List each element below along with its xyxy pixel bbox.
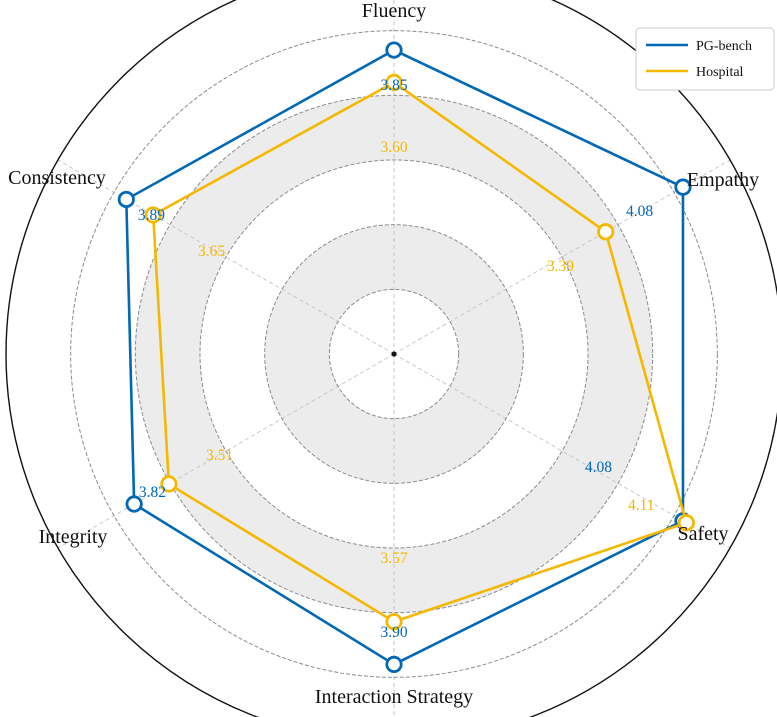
legend-label-hospital: Hospital <box>696 65 744 80</box>
grid-ring-4 <box>134 94 654 614</box>
axis-label-consistency: Consistency <box>8 167 106 189</box>
value-label-hospital-consistency: 3.65 <box>198 243 225 260</box>
point-pg-bench-fluency <box>385 41 403 59</box>
radar-grid-bands <box>135 95 653 613</box>
value-label-pg-bench-safety: 4.08 <box>585 459 612 476</box>
point-pg-bench-integrity <box>125 495 143 513</box>
value-label-hospital-empathy: 3.39 <box>547 258 574 275</box>
value-label-pg-bench-consistency: 3.89 <box>138 207 165 224</box>
grid-ring-5 <box>70 30 718 678</box>
value-label-pg-bench-integrity: 3.82 <box>139 484 166 501</box>
grid-ring-2 <box>264 224 524 484</box>
point-hospital-fluency <box>385 73 403 92</box>
value-label-pg-bench-empathy: 4.08 <box>626 203 653 220</box>
axis-label-interaction-strategy: Interaction Strategy <box>315 686 473 708</box>
radar-grid-rings <box>70 30 718 678</box>
axis-label-integrity: Integrity <box>39 526 108 548</box>
axis-label-fluency: Fluency <box>362 0 426 22</box>
grid-ring-1 <box>328 288 460 420</box>
radar-axis-labels: Fluency Empathy Safety Interaction Strat… <box>8 0 759 708</box>
point-hospital-integrity <box>160 475 178 493</box>
value-label-hospital-interaction-strategy: 3.57 <box>380 550 407 567</box>
point-pg-bench-interaction-strategy <box>385 655 403 674</box>
legend: PG-bench Hospital <box>635 27 775 91</box>
value-label-hospital-fluency: 3.60 <box>380 139 407 156</box>
grid-ring-3 <box>199 159 589 549</box>
point-pg-bench-empathy <box>674 178 692 196</box>
value-label-hospital-safety: 4.11 <box>628 497 655 514</box>
point-hospital-interaction-strategy <box>385 613 403 631</box>
radar-outer-ring <box>5 0 777 717</box>
grid-band-1 <box>264 224 524 484</box>
point-hospital-safety <box>677 514 695 532</box>
legend-label-pg-bench: PG-bench <box>696 39 752 54</box>
point-hospital-consistency <box>144 206 162 224</box>
radar-series <box>117 41 695 674</box>
radar-value-labels: 3.85 4.08 4.08 3.90 3.82 3.89 3.60 3.39 … <box>138 77 655 641</box>
axis-label-empathy: Empathy <box>687 169 759 191</box>
value-label-hospital-integrity: 3.51 <box>206 447 233 464</box>
point-pg-bench-consistency <box>117 190 135 209</box>
radar-center-point <box>391 351 397 357</box>
axis-label-safety: Safety <box>677 523 728 545</box>
point-hospital-empathy <box>597 223 615 241</box>
value-label-pg-bench-interaction-strategy: 3.90 <box>380 624 407 641</box>
legend-box <box>635 27 775 91</box>
value-label-pg-bench-fluency: 3.85 <box>380 77 407 94</box>
